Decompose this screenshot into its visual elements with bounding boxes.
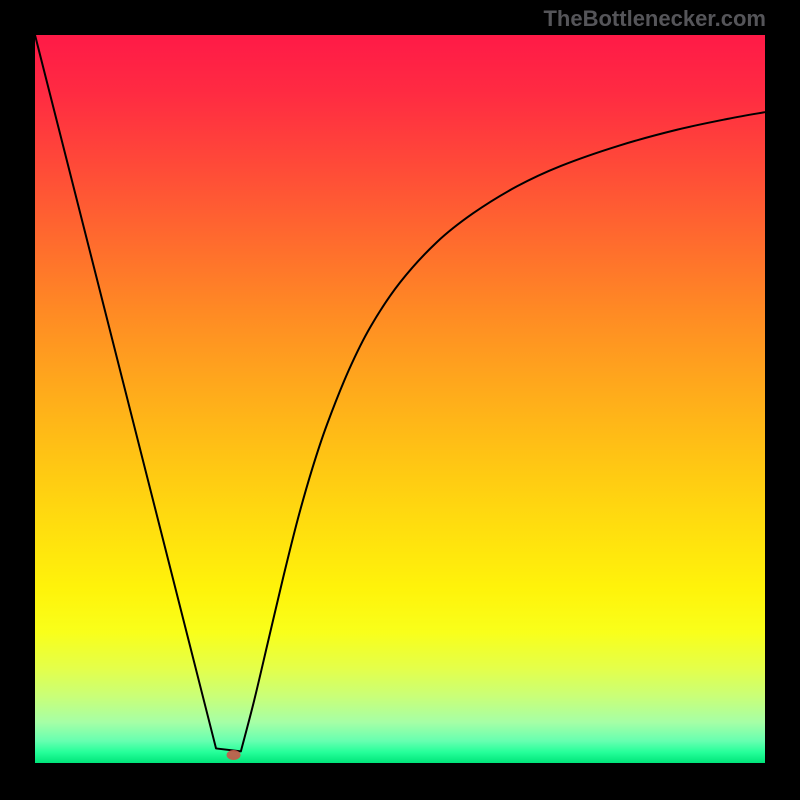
curve-path: [35, 35, 765, 751]
bottleneck-curve: [35, 35, 765, 763]
chart-frame: TheBottlenecker.com: [0, 0, 800, 800]
optimum-marker: [227, 750, 241, 760]
watermark-text: TheBottlenecker.com: [543, 6, 766, 32]
plot-area: [35, 35, 765, 763]
